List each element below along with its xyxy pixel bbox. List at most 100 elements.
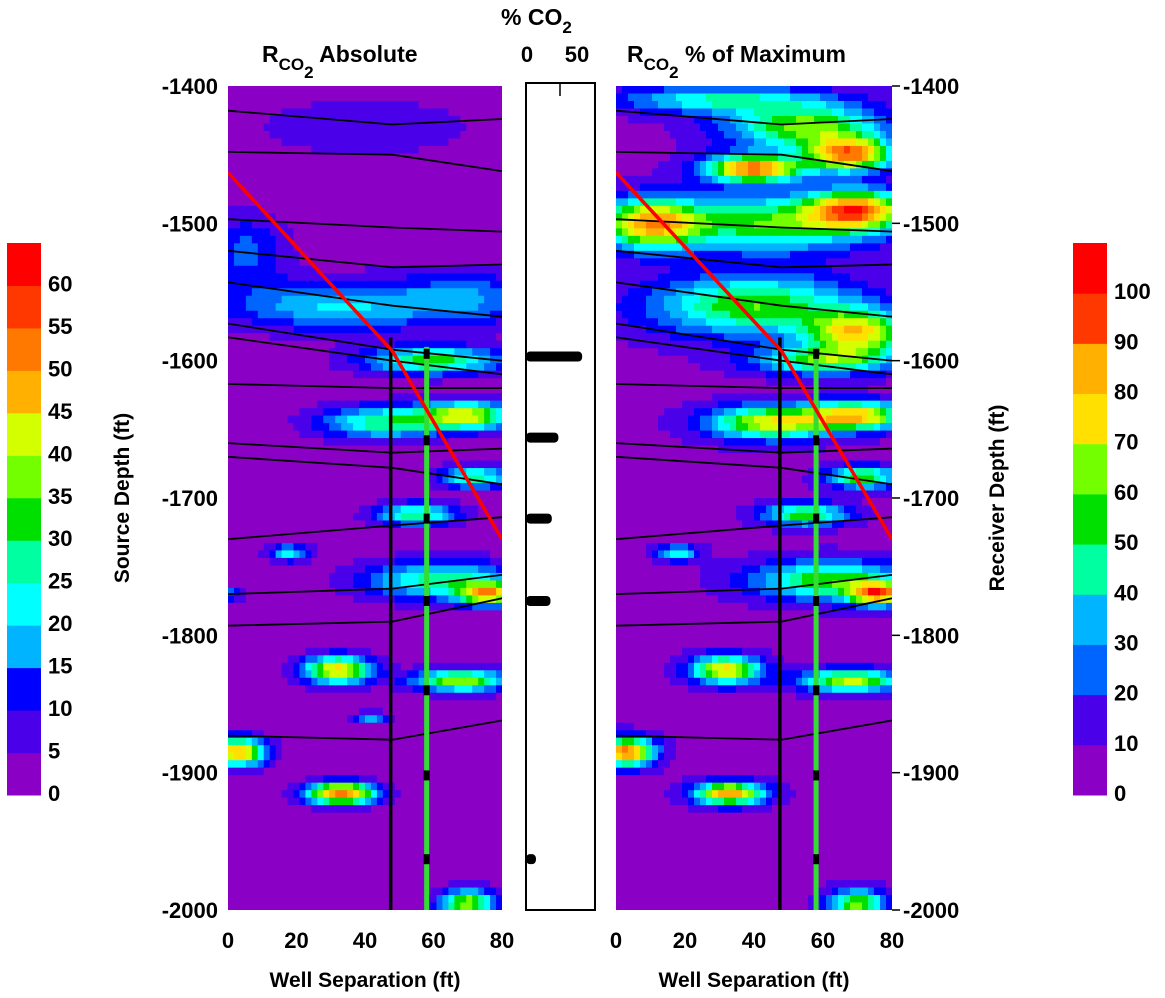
heatmap-cell bbox=[341, 685, 348, 694]
heatmap-cell bbox=[239, 625, 247, 634]
heatmap-cell bbox=[382, 737, 390, 746]
heatmap-cell bbox=[299, 572, 307, 581]
heatmap-cell bbox=[228, 595, 235, 604]
heatmap-cell bbox=[257, 655, 265, 664]
heatmap-cell bbox=[353, 557, 360, 567]
heatmap-cell bbox=[245, 565, 253, 574]
heatmap-cell bbox=[323, 722, 330, 731]
heatmap-cell bbox=[448, 86, 455, 95]
heatmap-cell bbox=[442, 602, 449, 611]
heatmap-cell bbox=[347, 805, 354, 814]
heatmap-cell bbox=[400, 160, 408, 169]
heatmap-cell bbox=[359, 468, 366, 477]
heatmap-cell bbox=[299, 887, 307, 896]
heatmap-cell bbox=[412, 333, 420, 342]
heatmap-cell bbox=[359, 130, 366, 140]
heatmap-cell bbox=[382, 130, 390, 140]
heatmap-cell bbox=[436, 872, 444, 881]
heatmap-cell bbox=[400, 363, 408, 372]
heatmap-cell bbox=[353, 640, 360, 649]
heatmap-cell bbox=[406, 123, 414, 132]
heatmap-cell bbox=[299, 93, 307, 102]
heatmap-cell bbox=[311, 632, 318, 641]
heatmap-cell bbox=[478, 333, 485, 342]
heatmap-cell bbox=[281, 752, 289, 761]
heatmap-cell bbox=[436, 280, 444, 289]
heatmap-cell bbox=[323, 168, 330, 177]
heatmap-cell bbox=[239, 737, 247, 746]
heatmap-cell bbox=[478, 865, 485, 874]
heatmap-cell bbox=[430, 205, 438, 214]
heatmap-cell bbox=[335, 677, 342, 686]
heatmap-cell bbox=[347, 745, 354, 754]
heatmap-cell bbox=[460, 438, 467, 447]
heatmap-cell bbox=[460, 213, 467, 222]
heatmap-cell bbox=[430, 438, 438, 447]
heatmap-cell bbox=[281, 520, 289, 529]
heatmap-cell bbox=[466, 632, 473, 641]
heatmap-cell bbox=[412, 535, 420, 544]
heatmap-cell bbox=[341, 483, 348, 492]
heatmap-cell bbox=[323, 542, 330, 552]
heatmap-cell bbox=[484, 385, 491, 394]
heatmap-cell bbox=[388, 258, 396, 267]
heatmap-cell bbox=[406, 370, 414, 379]
heatmap-cell bbox=[347, 265, 354, 274]
heatmap-cell bbox=[329, 430, 336, 439]
heatmap-cell bbox=[305, 745, 312, 754]
heatmap-cell bbox=[305, 86, 312, 95]
heatmap-cell bbox=[484, 108, 491, 117]
heatmap-cell bbox=[370, 737, 378, 746]
heatmap-cell bbox=[269, 138, 277, 147]
heatmap-cell bbox=[442, 895, 449, 904]
heatmap-cell bbox=[233, 93, 241, 102]
heatmap-cell bbox=[347, 640, 354, 649]
heatmap-cell bbox=[466, 737, 473, 746]
heatmap-cell bbox=[287, 535, 295, 544]
heatmap-cell bbox=[448, 850, 455, 859]
heatmap-cell bbox=[406, 722, 414, 731]
heatmap-cell bbox=[335, 760, 342, 769]
heatmap-cell bbox=[281, 310, 289, 319]
heatmap-cell bbox=[365, 333, 372, 342]
heatmap-cell bbox=[460, 220, 467, 229]
heatmap-cell bbox=[275, 812, 283, 821]
heatmap-cell bbox=[430, 745, 438, 754]
heatmap-cell bbox=[382, 775, 390, 784]
heatmap-cell bbox=[370, 363, 378, 372]
heatmap-cell bbox=[341, 857, 348, 866]
heatmap-cell bbox=[370, 86, 378, 95]
heatmap-cell bbox=[251, 632, 259, 641]
heatmap-cell bbox=[239, 363, 247, 372]
heatmap-cell bbox=[287, 745, 295, 754]
heatmap-cell bbox=[257, 722, 265, 731]
heatmap-cell bbox=[448, 145, 455, 155]
heatmap-cell bbox=[257, 895, 265, 904]
heatmap-cell bbox=[376, 722, 384, 731]
heatmap-cell bbox=[484, 288, 491, 297]
heatmap-cell bbox=[460, 385, 467, 394]
heatmap-cell bbox=[287, 872, 295, 881]
heatmap-cell bbox=[376, 535, 384, 544]
heatmap-cell bbox=[311, 213, 318, 222]
heatmap-cell bbox=[317, 153, 324, 162]
heatmap-cell bbox=[460, 797, 467, 806]
heatmap-cell bbox=[269, 572, 277, 581]
heatmap-cell bbox=[430, 280, 438, 289]
heatmap-cell bbox=[376, 782, 384, 791]
heatmap-cell bbox=[400, 460, 408, 469]
heatmap-cell bbox=[365, 438, 372, 447]
heatmap-cell bbox=[359, 880, 366, 889]
heatmap-cell bbox=[466, 767, 473, 776]
heatmap-cell bbox=[388, 168, 396, 177]
heatmap-cell bbox=[388, 130, 396, 140]
heatmap-cell bbox=[317, 557, 324, 567]
heatmap-cell bbox=[400, 662, 408, 671]
heatmap-cell bbox=[406, 505, 414, 514]
heatmap-cell bbox=[335, 692, 342, 701]
heatmap-cell bbox=[466, 610, 473, 619]
heatmap-cell bbox=[478, 153, 485, 162]
heatmap-cell bbox=[269, 760, 277, 769]
heatmap-cell bbox=[341, 610, 348, 619]
heatmap-cell bbox=[245, 378, 253, 387]
